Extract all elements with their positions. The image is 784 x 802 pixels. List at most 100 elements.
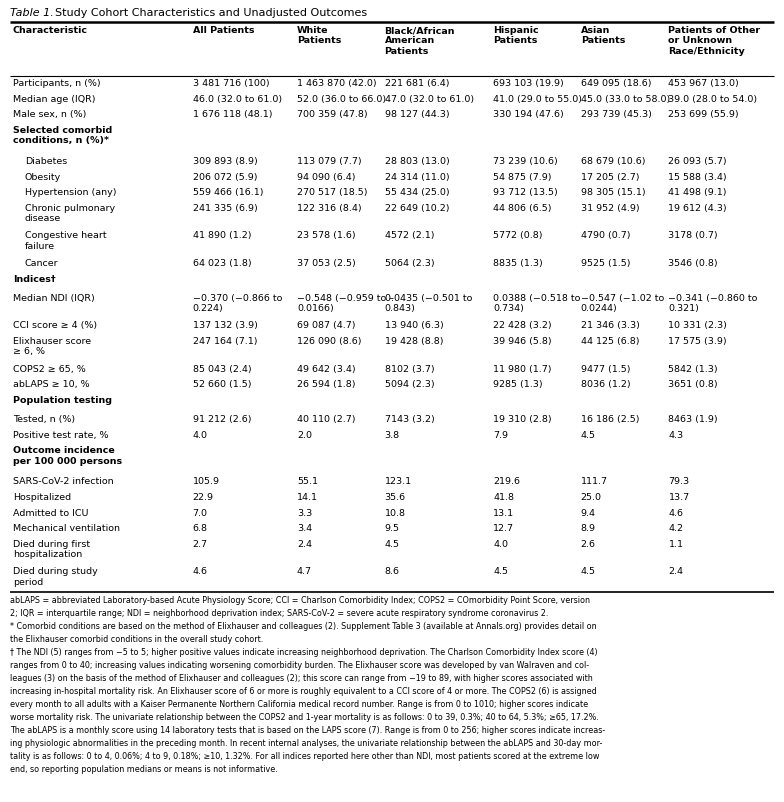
Text: 700 359 (47.8): 700 359 (47.8) [297, 110, 368, 119]
Text: 54 875 (7.9): 54 875 (7.9) [493, 172, 552, 181]
Text: 5094 (2.3): 5094 (2.3) [385, 380, 434, 389]
Text: ranges from 0 to 40; increasing values indicating worsening comorbidity burden. : ranges from 0 to 40; increasing values i… [10, 661, 589, 670]
Text: ing physiologic abnormalities in the preceding month. In recent internal analyse: ing physiologic abnormalities in the pre… [10, 739, 602, 748]
Text: 3546 (0.8): 3546 (0.8) [669, 259, 718, 268]
Text: 10.8: 10.8 [385, 508, 405, 518]
Text: 5064 (2.3): 5064 (2.3) [385, 259, 434, 268]
Text: 7143 (3.2): 7143 (3.2) [385, 415, 434, 424]
Text: 4572 (2.1): 4572 (2.1) [385, 232, 434, 241]
Text: 16 186 (2.5): 16 186 (2.5) [581, 415, 639, 424]
Text: Hispanic
Patients: Hispanic Patients [493, 26, 539, 46]
Text: 52.0 (36.0 to 66.0): 52.0 (36.0 to 66.0) [297, 95, 386, 103]
Text: 55.1: 55.1 [297, 477, 318, 487]
Text: 22 649 (10.2): 22 649 (10.2) [385, 204, 449, 213]
Text: −0.548 (−0.959 to –
0.0166): −0.548 (−0.959 to – 0.0166) [297, 294, 394, 314]
Text: Indices†: Indices† [13, 274, 56, 284]
Text: 3.8: 3.8 [385, 431, 400, 439]
Text: Died during study
period: Died during study period [13, 568, 98, 587]
Text: 8.6: 8.6 [385, 568, 400, 577]
Text: 85 043 (2.4): 85 043 (2.4) [193, 365, 251, 374]
Text: Asian
Patients: Asian Patients [581, 26, 625, 46]
Text: 40 110 (2.7): 40 110 (2.7) [297, 415, 355, 424]
Text: Outcome incidence
per 100 000 persons: Outcome incidence per 100 000 persons [13, 446, 122, 466]
Text: Characteristic: Characteristic [13, 26, 88, 35]
Text: Median NDI (IQR): Median NDI (IQR) [13, 294, 95, 303]
Text: 3 481 716 (100): 3 481 716 (100) [193, 79, 269, 88]
Text: 2.4: 2.4 [297, 540, 312, 549]
Text: 13.1: 13.1 [493, 508, 514, 518]
Text: 8.9: 8.9 [581, 525, 596, 533]
Text: Diabetes: Diabetes [25, 157, 67, 166]
Text: 17 575 (3.9): 17 575 (3.9) [669, 337, 727, 346]
Text: 126 090 (8.6): 126 090 (8.6) [297, 337, 361, 346]
Text: 47.0 (32.0 to 61.0): 47.0 (32.0 to 61.0) [385, 95, 474, 103]
Text: 113 079 (7.7): 113 079 (7.7) [297, 157, 361, 166]
Text: Mechanical ventilation: Mechanical ventilation [13, 525, 120, 533]
Text: 649 095 (18.6): 649 095 (18.6) [581, 79, 652, 88]
Text: 41 498 (9.1): 41 498 (9.1) [669, 188, 727, 197]
Text: −0.547 (−1.02 to
0.0244): −0.547 (−1.02 to 0.0244) [581, 294, 664, 314]
Text: Chronic pulmonary
disease: Chronic pulmonary disease [25, 204, 115, 223]
Text: Population testing: Population testing [13, 395, 112, 405]
Text: Table 1.: Table 1. [10, 8, 54, 18]
Text: 4.5: 4.5 [385, 540, 400, 549]
Text: 6.8: 6.8 [193, 525, 208, 533]
Text: Selected comorbid
conditions, n (%)*: Selected comorbid conditions, n (%)* [13, 126, 112, 145]
Text: 12.7: 12.7 [493, 525, 514, 533]
Text: 11 980 (1.7): 11 980 (1.7) [493, 365, 552, 374]
Text: 8835 (1.3): 8835 (1.3) [493, 259, 543, 268]
Text: 330 194 (47.6): 330 194 (47.6) [493, 110, 564, 119]
Text: 7.9: 7.9 [493, 431, 508, 439]
Text: 39.0 (28.0 to 54.0): 39.0 (28.0 to 54.0) [669, 95, 757, 103]
Text: 19 310 (2.8): 19 310 (2.8) [493, 415, 552, 424]
Text: 293 739 (45.3): 293 739 (45.3) [581, 110, 652, 119]
Text: 22.9: 22.9 [193, 493, 213, 502]
Text: 2.4: 2.4 [669, 568, 684, 577]
Text: 3.4: 3.4 [297, 525, 312, 533]
Text: 13 940 (6.3): 13 940 (6.3) [385, 322, 443, 330]
Text: 123.1: 123.1 [385, 477, 412, 487]
Text: 64 023 (1.8): 64 023 (1.8) [193, 259, 251, 268]
Text: SARS-CoV-2 infection: SARS-CoV-2 infection [13, 477, 114, 487]
Text: 10 331 (2.3): 10 331 (2.3) [669, 322, 728, 330]
Text: increasing in-hospital mortality risk. An Elixhauser score of 6 or more is rough: increasing in-hospital mortality risk. A… [10, 687, 597, 696]
Text: 21 346 (3.3): 21 346 (3.3) [581, 322, 640, 330]
Text: CCI score ≥ 4 (%): CCI score ≥ 4 (%) [13, 322, 97, 330]
Text: leagues (3) on the basis of the method of Elixhauser and colleagues (2); this sc: leagues (3) on the basis of the method o… [10, 674, 593, 683]
Text: 17 205 (2.7): 17 205 (2.7) [581, 172, 639, 181]
Text: 137 132 (3.9): 137 132 (3.9) [193, 322, 257, 330]
Text: 19 612 (4.3): 19 612 (4.3) [669, 204, 727, 213]
Text: Obesity: Obesity [25, 172, 61, 181]
Text: 111.7: 111.7 [581, 477, 608, 487]
Text: 52 660 (1.5): 52 660 (1.5) [193, 380, 251, 389]
Text: 37 053 (2.5): 37 053 (2.5) [297, 259, 356, 268]
Text: 105.9: 105.9 [193, 477, 220, 487]
Text: Congestive heart
failure: Congestive heart failure [25, 232, 107, 251]
Text: 9525 (1.5): 9525 (1.5) [581, 259, 630, 268]
Text: −0.370 (−0.866 to
0.224): −0.370 (−0.866 to 0.224) [193, 294, 282, 314]
Text: 4.2: 4.2 [669, 525, 684, 533]
Text: 8463 (1.9): 8463 (1.9) [669, 415, 718, 424]
Text: 8036 (1.2): 8036 (1.2) [581, 380, 630, 389]
Text: 3178 (0.7): 3178 (0.7) [669, 232, 718, 241]
Text: 3651 (0.8): 3651 (0.8) [669, 380, 718, 389]
Text: 49 642 (3.4): 49 642 (3.4) [297, 365, 355, 374]
Text: * Comorbid conditions are based on the method of Elixhauser and colleagues (2). : * Comorbid conditions are based on the m… [10, 622, 597, 631]
Text: 45.0 (33.0 to 58.0): 45.0 (33.0 to 58.0) [581, 95, 670, 103]
Text: 98 127 (44.3): 98 127 (44.3) [385, 110, 449, 119]
Text: 2.7: 2.7 [193, 540, 208, 549]
Text: Participants, n (%): Participants, n (%) [13, 79, 100, 88]
Text: 73 239 (10.6): 73 239 (10.6) [493, 157, 558, 166]
Text: 221 681 (6.4): 221 681 (6.4) [385, 79, 449, 88]
Text: 9285 (1.3): 9285 (1.3) [493, 380, 543, 389]
Text: 41.0 (29.0 to 55.0): 41.0 (29.0 to 55.0) [493, 95, 582, 103]
Text: 94 090 (6.4): 94 090 (6.4) [297, 172, 355, 181]
Text: Elixhauser score
≥ 6, %: Elixhauser score ≥ 6, % [13, 337, 91, 356]
Text: 253 699 (55.9): 253 699 (55.9) [669, 110, 739, 119]
Text: 4790 (0.7): 4790 (0.7) [581, 232, 630, 241]
Text: 3.3: 3.3 [297, 508, 312, 518]
Text: 2.0: 2.0 [297, 431, 312, 439]
Text: 1 463 870 (42.0): 1 463 870 (42.0) [297, 79, 376, 88]
Text: 39 946 (5.8): 39 946 (5.8) [493, 337, 552, 346]
Text: 41 890 (1.2): 41 890 (1.2) [193, 232, 251, 241]
